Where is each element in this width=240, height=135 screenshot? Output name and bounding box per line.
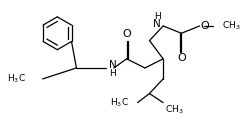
Text: O: O [122,29,131,39]
Text: CH$_3$: CH$_3$ [222,20,240,32]
Text: O: O [201,21,209,31]
Text: H: H [154,12,160,21]
Text: H$_3$C: H$_3$C [7,73,26,85]
Text: H: H [109,69,116,78]
Text: N: N [109,60,117,70]
Text: H$_3$C: H$_3$C [109,96,128,109]
Text: N: N [153,19,160,29]
Text: CH$_3$: CH$_3$ [165,104,184,116]
Text: O: O [177,53,186,63]
